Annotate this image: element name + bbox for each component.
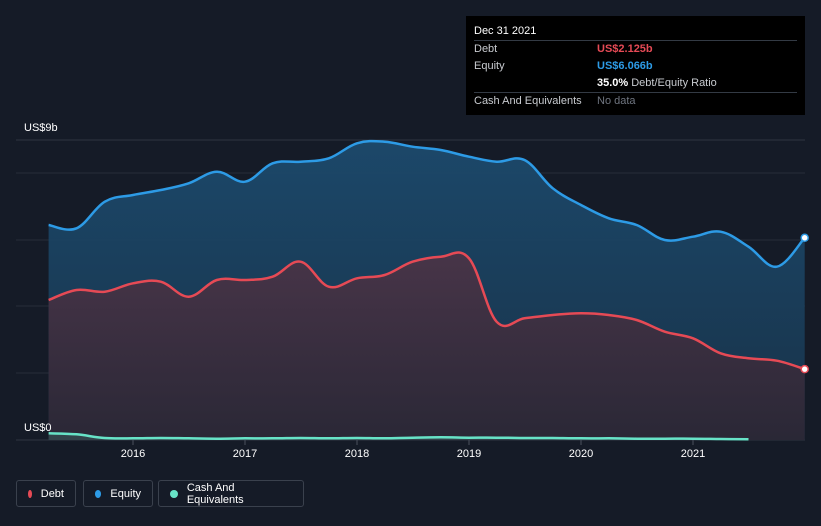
tooltip-row-ratio: 35.0% Debt/Equity Ratio	[474, 75, 797, 92]
tooltip-row-equity: Equity US$6.066b	[474, 58, 797, 75]
x-tick-label: 2017	[233, 448, 257, 460]
legend-cash-label: Cash And Equivalents	[186, 481, 244, 506]
series-lines	[48, 139, 806, 441]
tooltip-equity-label: Equity	[474, 60, 505, 72]
tooltip-debt-label: Debt	[474, 43, 498, 55]
legend-debt-label: Debt	[40, 487, 64, 500]
legend-equity-label: Equity	[110, 487, 141, 500]
debt-endpoint	[800, 364, 809, 374]
cash-and-equivalents-line	[48, 432, 749, 441]
debt-area	[48, 252, 805, 440]
series-endpoints	[800, 233, 809, 374]
y-axis-top-label: US$9b	[24, 122, 58, 134]
x-tick-label: 2020	[569, 448, 593, 460]
tooltip-debt-value: US$2.125b	[597, 43, 653, 55]
x-tick-label: 2018	[345, 448, 369, 460]
tooltip-date: Dec 31 2021	[474, 25, 537, 37]
tooltip-ratio-value: 35.0%	[597, 77, 629, 89]
x-tick-label: 2021	[681, 448, 705, 460]
tooltip-equity-value: US$6.066b	[597, 60, 653, 72]
tooltip-cash-label: Cash And Equivalents	[474, 95, 582, 107]
legend-cash-dot	[170, 489, 178, 498]
x-tick-label: 2019	[457, 448, 481, 460]
debt-line	[48, 251, 806, 371]
tooltip-cash-value: No data	[597, 95, 636, 107]
legend-equity-button[interactable]: Equity	[83, 480, 153, 507]
legend-debt-button[interactable]: Debt	[16, 480, 76, 507]
equity-endpoint	[800, 233, 809, 243]
tooltip-row-cash: Cash And Equivalents No data	[474, 92, 797, 110]
legend-debt-dot	[28, 489, 32, 498]
legend-equity-dot	[95, 489, 102, 498]
y-axis-bottom-label: US$0	[24, 422, 52, 434]
series-areas	[48, 141, 805, 441]
tooltip-row-debt: Debt US$2.125b	[474, 40, 797, 58]
legend-cash-button[interactable]: Cash And Equivalents	[158, 480, 304, 507]
tooltip-panel: Dec 31 2021 Debt US$2.125b Equity US$6.0…	[466, 16, 805, 115]
x-tick-label: 2016	[121, 448, 145, 460]
tooltip-ratio-label: Debt/Equity Ratio	[631, 77, 717, 89]
equity-line	[48, 139, 806, 268]
x-axis-ticks: 2016 2017 2018 2019 2020 2021	[121, 440, 705, 460]
